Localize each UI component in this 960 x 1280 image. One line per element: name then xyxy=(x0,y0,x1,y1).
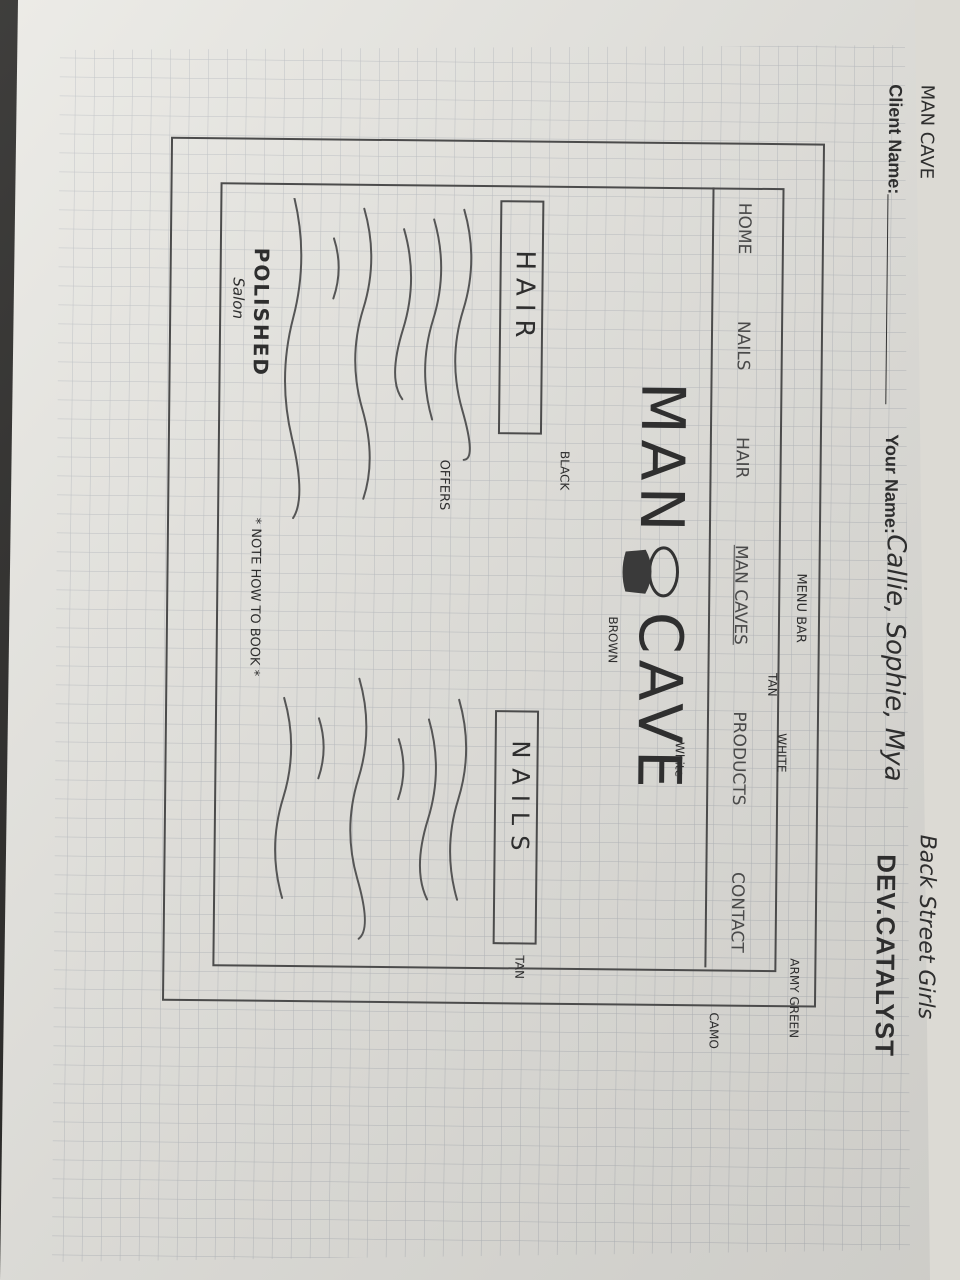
nav-home[interactable]: HOME xyxy=(733,202,755,255)
hero-title-left: MAN xyxy=(625,381,698,538)
nails-card-label: NAILS xyxy=(505,740,535,861)
color-note-white-top: WHITE xyxy=(774,733,789,773)
client-name-line xyxy=(885,194,889,405)
color-note-tan-top: TAN xyxy=(765,672,780,697)
team-note: Back Street Girls xyxy=(912,834,940,1020)
nav-contact[interactable]: CONTACT xyxy=(726,871,748,953)
nav-nails[interactable]: NAILS xyxy=(732,320,754,371)
nav-man-caves[interactable]: MAN CAVES xyxy=(729,544,751,646)
menu-bar-annotation: MENU BAR xyxy=(792,573,809,644)
color-note-white-hero: White xyxy=(672,742,687,778)
color-note-black: BLACK xyxy=(557,450,572,491)
brand-logo: DEV.CATALYST xyxy=(869,854,902,1058)
footer-booking-note: * NOTE HOW TO BOOK * xyxy=(246,517,264,677)
your-name-value: Callie, Sophie, Mya xyxy=(878,534,911,782)
worksheet: Client Name: Your Name: Callie, Sophie, … xyxy=(34,45,940,1194)
footer-subtitle: Salon xyxy=(229,277,248,320)
color-note-camo: CAMO xyxy=(706,1012,721,1049)
hair-card-label: HAIR xyxy=(508,250,540,346)
nav-products[interactable]: PRODUCTS xyxy=(728,711,750,806)
client-name-label: Client Name: xyxy=(884,84,906,195)
mustache-mask-icon xyxy=(622,546,680,598)
nav-hair[interactable]: HAIR xyxy=(731,436,752,479)
color-note-army-green: ARMY GREEN xyxy=(786,958,802,1039)
footer-title: POLISHED xyxy=(248,247,274,378)
placeholder-text-lines xyxy=(274,197,473,940)
project-title: MAN CAVE xyxy=(915,84,938,180)
your-name-label: Your Name: xyxy=(880,434,902,535)
color-note-brown: BROWN xyxy=(605,616,621,664)
color-note-tan-side: TAN xyxy=(512,955,527,980)
